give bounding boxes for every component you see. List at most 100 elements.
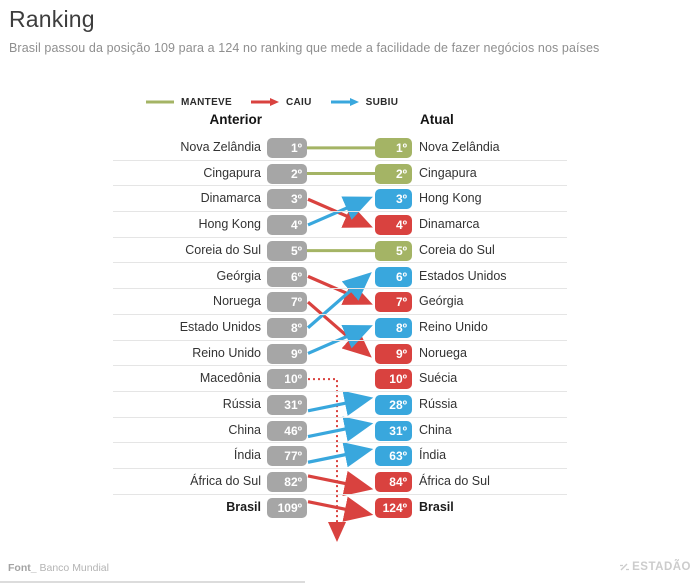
- ranking-rows: Nova Zelândia 1º 1º Nova Zelândia Cingapura 2…: [0, 135, 699, 521]
- previous-country-label: Cingapura: [203, 165, 261, 180]
- current-rank-badge: 7º: [375, 292, 412, 313]
- previous-country-label: Coreia do Sul: [185, 242, 261, 257]
- previous-country-label: Estado Unidos: [179, 319, 261, 334]
- estadao-mark-icon: [620, 563, 630, 570]
- current-rank-badge: 31º: [375, 420, 412, 441]
- current-rank-badge: 124º: [375, 497, 412, 518]
- previous-country-label: Dinamarca: [200, 191, 261, 206]
- current-country-label: Geórgia: [419, 294, 464, 309]
- bottom-rule: [0, 581, 305, 583]
- current-country-label: Estados Unidos: [419, 268, 507, 283]
- source-name: Banco Mundial: [39, 562, 109, 574]
- source-credit: Font_ Banco Mundial: [8, 562, 109, 574]
- ranking-row: Macedônia 10º 10º Suécia: [0, 366, 699, 392]
- legend: MANTEVE CAIU SUBIU: [145, 95, 398, 109]
- brand-logo: ESTADÃO: [619, 561, 691, 573]
- source-label: Font_: [8, 562, 37, 574]
- previous-rank-badge: 2º: [267, 163, 307, 184]
- current-rank-badge: 63º: [375, 446, 412, 467]
- column-header-atual: Atual: [420, 112, 454, 127]
- ranking-row: Brasil 109º 124º Brasil: [0, 495, 699, 521]
- previous-country-label: Hong Kong: [198, 217, 261, 232]
- current-rank-badge: 84º: [375, 472, 412, 493]
- legend-label-caiu: CAIU: [286, 96, 312, 108]
- ranking-row: Rússia 31º 28º Rússia: [0, 392, 699, 418]
- previous-rank-badge: 7º: [267, 292, 307, 313]
- current-rank-badge: 10º: [375, 369, 412, 390]
- current-rank-badge: 8º: [375, 317, 412, 338]
- row-separator: [113, 468, 567, 470]
- current-rank-badge: 6º: [375, 266, 412, 287]
- column-header-anterior: Anterior: [209, 112, 262, 127]
- legend-label-subiu: SUBIU: [365, 96, 399, 108]
- previous-rank-badge: 82º: [267, 472, 307, 493]
- ranking-row: Hong Kong 4º 4º Dinamarca: [0, 212, 699, 238]
- ranking-row: Noruega 7º 7º Geórgia: [0, 289, 699, 315]
- previous-rank-badge: 5º: [267, 240, 307, 261]
- current-rank-badge: 1º: [375, 138, 412, 158]
- previous-country-label: Macedônia: [199, 371, 261, 386]
- previous-country-label: Nova Zelândia: [180, 140, 261, 154]
- row-separator: [113, 211, 567, 213]
- row-separator: [113, 159, 567, 161]
- ranking-row: Estado Unidos 8º 8º Reino Unido: [0, 315, 699, 341]
- previous-rank-badge: 77º: [267, 446, 307, 467]
- current-rank-badge: 28º: [375, 395, 412, 415]
- ranking-row: África do Sul 82º 84º África do Sul: [0, 469, 699, 495]
- previous-rank-badge: 6º: [267, 266, 307, 287]
- brand-name: ESTADÃO: [632, 561, 691, 573]
- ranking-row: Índia 77º 63º Índia: [0, 443, 699, 470]
- previous-country-label: Índia: [233, 448, 261, 463]
- row-separator: [113, 365, 567, 367]
- rose-arrow-icon: [330, 98, 359, 106]
- previous-country-label: Rússia: [222, 397, 261, 411]
- row-separator: [113, 442, 567, 444]
- row-separator: [113, 339, 567, 341]
- row-separator: [113, 262, 567, 264]
- previous-country-label: China: [228, 422, 261, 437]
- current-country-label: Suécia: [419, 371, 458, 386]
- previous-rank-badge: 109º: [267, 497, 307, 518]
- legend-label-manteve: MANTEVE: [181, 96, 232, 108]
- previous-rank-badge: 8º: [267, 317, 307, 338]
- ranking-row: Nova Zelândia 1º 1º Nova Zelândia: [0, 135, 699, 161]
- legend-item-manteve: MANTEVE: [145, 97, 232, 108]
- page-subtitle: Brasil passou da posição 109 para a 124 …: [9, 41, 600, 55]
- previous-rank-badge: 3º: [267, 189, 307, 210]
- row-separator: [113, 313, 567, 315]
- ranking-row: Coreia do Sul 5º 5º Coreia do Sul: [0, 238, 699, 264]
- current-country-label: Hong Kong: [419, 191, 482, 206]
- previous-country-label: Brasil: [226, 499, 261, 514]
- ranking-row: Cingapura 2º 2º Cingapura: [0, 161, 699, 187]
- current-country-label: Rússia: [419, 397, 458, 411]
- current-country-label: Coreia do Sul: [419, 242, 495, 257]
- previous-country-label: Geórgia: [216, 268, 261, 283]
- previous-rank-badge: 31º: [267, 395, 307, 415]
- current-country-label: China: [419, 422, 452, 437]
- ranking-row: Reino Unido 9º 9º Noruega: [0, 341, 699, 367]
- kept-line-icon: [146, 100, 174, 104]
- previous-rank-badge: 4º: [267, 215, 307, 236]
- current-country-label: Cingapura: [419, 165, 477, 180]
- current-country-label: Nova Zelândia: [419, 140, 500, 154]
- row-separator: [113, 390, 567, 392]
- ranking-row: Dinamarca 3º 3º Hong Kong: [0, 186, 699, 213]
- current-rank-badge: 5º: [375, 240, 412, 261]
- legend-item-caiu: CAIU: [250, 97, 312, 108]
- previous-country-label: Reino Unido: [192, 345, 261, 360]
- previous-rank-badge: 10º: [267, 369, 307, 390]
- ranking-row: Geórgia 6º 6º Estados Unidos: [0, 264, 699, 290]
- page-title: Ranking: [9, 6, 95, 32]
- current-country-label: Reino Unido: [419, 319, 488, 334]
- row-separator: [113, 236, 567, 238]
- previous-rank-badge: 9º: [267, 343, 307, 364]
- current-country-label: Noruega: [419, 345, 467, 360]
- current-country-label: Dinamarca: [419, 217, 480, 232]
- current-rank-badge: 2º: [375, 163, 412, 184]
- previous-rank-badge: 1º: [267, 138, 307, 158]
- row-separator: [113, 288, 567, 290]
- previous-country-label: África do Sul: [190, 474, 261, 489]
- current-rank-badge: 3º: [375, 189, 412, 210]
- row-separator: [113, 185, 567, 187]
